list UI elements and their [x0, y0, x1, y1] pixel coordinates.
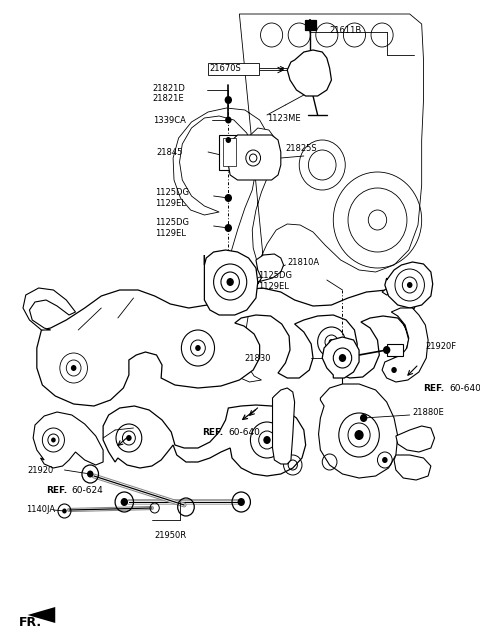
Circle shape — [360, 414, 367, 422]
Circle shape — [195, 345, 201, 351]
Circle shape — [329, 339, 334, 345]
Circle shape — [225, 194, 232, 202]
Text: 1125DG: 1125DG — [155, 217, 189, 226]
Text: 21825S: 21825S — [286, 144, 317, 153]
Polygon shape — [204, 250, 258, 315]
Polygon shape — [319, 384, 398, 478]
Text: 1339CA: 1339CA — [153, 115, 186, 124]
Text: 21845: 21845 — [156, 147, 183, 156]
Polygon shape — [385, 262, 432, 308]
Text: 21810A: 21810A — [287, 258, 319, 267]
Circle shape — [238, 498, 245, 506]
Text: 60-624: 60-624 — [72, 485, 104, 494]
Text: REF.: REF. — [46, 485, 67, 494]
Text: 21821E: 21821E — [153, 94, 184, 103]
Polygon shape — [103, 405, 306, 476]
Text: 21950R: 21950R — [155, 531, 187, 540]
Polygon shape — [396, 426, 434, 452]
Text: 1129EL: 1129EL — [258, 281, 288, 290]
Circle shape — [225, 96, 232, 104]
Polygon shape — [228, 135, 281, 180]
Polygon shape — [33, 412, 103, 468]
Text: 21821D: 21821D — [153, 83, 186, 92]
Text: 1129EL: 1129EL — [155, 228, 186, 238]
Text: 1123ME: 1123ME — [267, 113, 300, 122]
Bar — [219, 135, 240, 170]
Text: 1129EL: 1129EL — [155, 199, 186, 208]
Circle shape — [383, 346, 390, 354]
Circle shape — [391, 367, 397, 373]
Polygon shape — [394, 455, 431, 480]
Bar — [223, 138, 236, 166]
Text: REF.: REF. — [423, 383, 444, 392]
Bar — [208, 63, 259, 75]
Circle shape — [382, 457, 388, 463]
Polygon shape — [287, 50, 332, 96]
Text: 1140JA: 1140JA — [26, 506, 55, 515]
Circle shape — [87, 470, 94, 478]
Circle shape — [354, 430, 364, 440]
Bar — [305, 20, 316, 30]
Polygon shape — [273, 388, 295, 464]
Circle shape — [264, 436, 271, 444]
Circle shape — [225, 224, 232, 232]
Text: 21920: 21920 — [28, 465, 54, 474]
Circle shape — [225, 117, 231, 124]
Circle shape — [71, 365, 76, 371]
Text: 60-640: 60-640 — [228, 428, 260, 437]
Circle shape — [51, 438, 56, 442]
Text: 21611B: 21611B — [330, 26, 362, 35]
Circle shape — [339, 354, 346, 362]
Circle shape — [227, 278, 234, 286]
Text: 21920F: 21920F — [425, 342, 456, 351]
Polygon shape — [382, 308, 428, 382]
Polygon shape — [173, 14, 423, 382]
Polygon shape — [37, 288, 414, 406]
Polygon shape — [247, 128, 276, 162]
Text: 21880E: 21880E — [412, 408, 444, 417]
Circle shape — [407, 282, 412, 288]
Text: REF.: REF. — [203, 428, 224, 437]
Bar — [387, 344, 403, 356]
Circle shape — [62, 508, 67, 513]
Text: 60-640: 60-640 — [449, 383, 480, 392]
Text: 1125DG: 1125DG — [155, 188, 189, 197]
Circle shape — [126, 435, 132, 441]
Polygon shape — [322, 337, 359, 378]
Text: 21830: 21830 — [244, 353, 270, 363]
Circle shape — [120, 498, 128, 506]
Text: FR.: FR. — [18, 615, 42, 628]
Text: 21670S: 21670S — [209, 63, 241, 72]
Text: 1125DG: 1125DG — [258, 271, 292, 279]
Polygon shape — [28, 607, 55, 623]
Polygon shape — [23, 288, 75, 330]
Circle shape — [226, 137, 231, 143]
Polygon shape — [382, 284, 419, 316]
Polygon shape — [256, 254, 284, 284]
